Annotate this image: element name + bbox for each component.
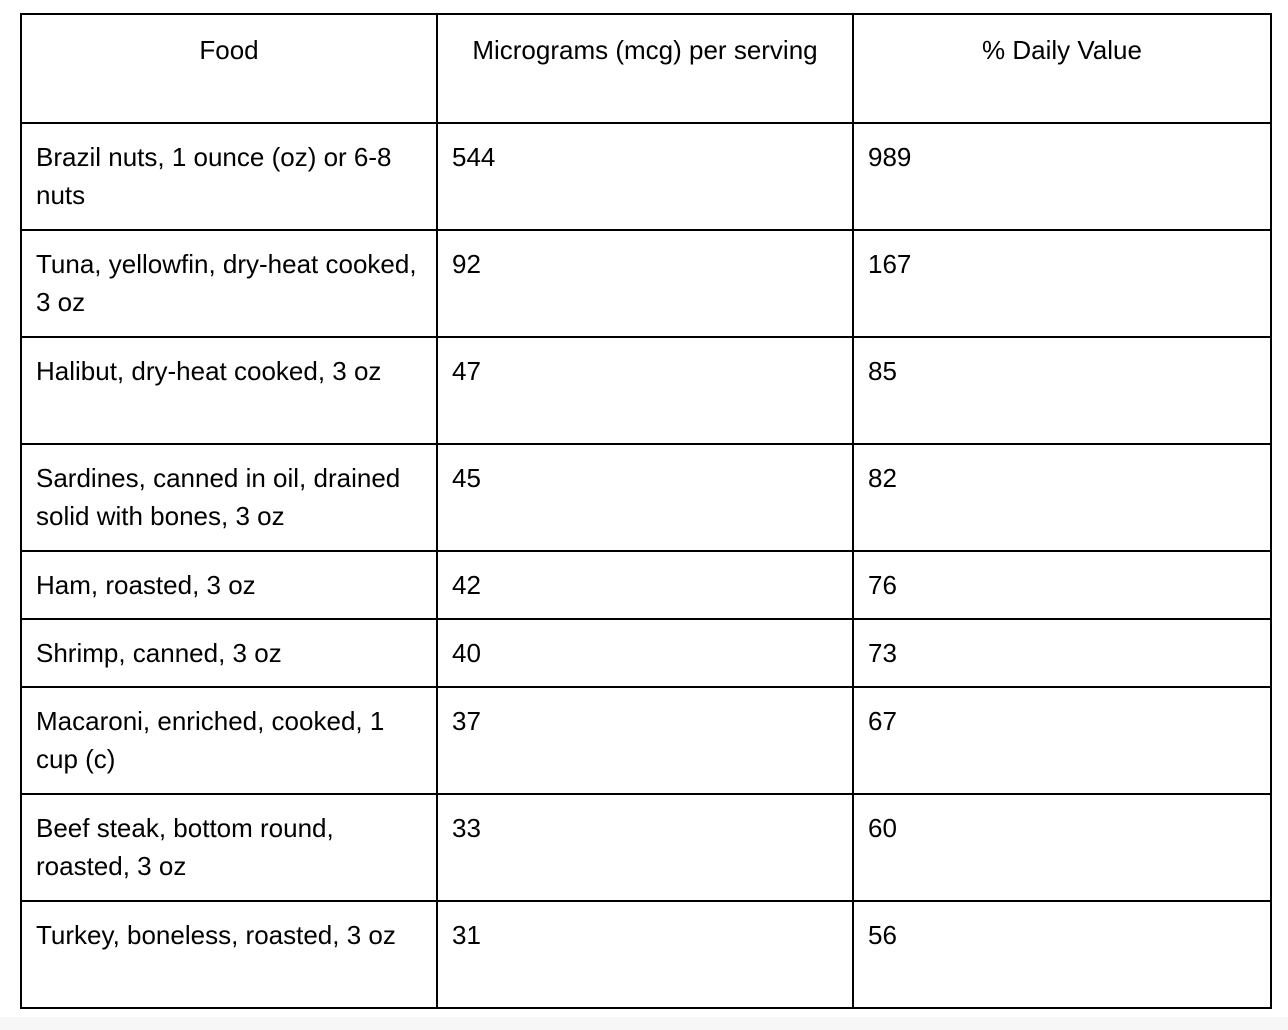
cell-food: Sardines, canned in oil, drained solid w…	[20, 443, 438, 552]
cell-daily-value: 67	[852, 686, 1272, 795]
cell-daily-value: 73	[852, 618, 1272, 688]
cell-mcg: 31	[436, 900, 854, 1009]
cell-daily-value: 85	[852, 336, 1272, 445]
cell-mcg: 40	[436, 618, 854, 688]
selenium-food-table: Food Micrograms (mcg) per serving % Dail…	[20, 13, 1272, 1009]
cell-mcg: 45	[436, 443, 854, 552]
table-row: Macaroni, enriched, cooked, 1 cup (c) 37…	[20, 686, 1272, 795]
cell-mcg: 544	[436, 122, 854, 231]
cell-mcg: 33	[436, 793, 854, 902]
table-row: Brazil nuts, 1 ounce (oz) or 6-8 nuts 54…	[20, 122, 1272, 231]
table-row: Tuna, yellowfin, dry-heat cooked, 3 oz 9…	[20, 229, 1272, 338]
cell-food: Beef steak, bottom round, roasted, 3 oz	[20, 793, 438, 902]
cell-mcg: 47	[436, 336, 854, 445]
cell-daily-value: 56	[852, 900, 1272, 1009]
table-row: Shrimp, canned, 3 oz 40 73	[20, 618, 1272, 688]
table-header-row: Food Micrograms (mcg) per serving % Dail…	[20, 13, 1272, 124]
cell-food: Ham, roasted, 3 oz	[20, 550, 438, 620]
cell-food: Macaroni, enriched, cooked, 1 cup (c)	[20, 686, 438, 795]
cell-mcg: 42	[436, 550, 854, 620]
cell-daily-value: 60	[852, 793, 1272, 902]
cell-food: Brazil nuts, 1 ounce (oz) or 6-8 nuts	[20, 122, 438, 231]
cell-daily-value: 76	[852, 550, 1272, 620]
cell-daily-value: 989	[852, 122, 1272, 231]
cell-food: Tuna, yellowfin, dry-heat cooked, 3 oz	[20, 229, 438, 338]
cell-daily-value: 167	[852, 229, 1272, 338]
table-row: Beef steak, bottom round, roasted, 3 oz …	[20, 793, 1272, 902]
cell-food: Turkey, boneless, roasted, 3 oz	[20, 900, 438, 1009]
page-bottom-band	[0, 1017, 1288, 1030]
table-row: Ham, roasted, 3 oz 42 76	[20, 550, 1272, 620]
header-food: Food	[20, 13, 438, 124]
cell-mcg: 37	[436, 686, 854, 795]
header-mcg: Micrograms (mcg) per serving	[436, 13, 854, 124]
table-row: Sardines, canned in oil, drained solid w…	[20, 443, 1272, 552]
cell-mcg: 92	[436, 229, 854, 338]
table-row: Turkey, boneless, roasted, 3 oz 31 56	[20, 900, 1272, 1009]
cell-food: Halibut, dry-heat cooked, 3 oz	[20, 336, 438, 445]
table-row: Halibut, dry-heat cooked, 3 oz 47 85	[20, 336, 1272, 445]
cell-daily-value: 82	[852, 443, 1272, 552]
header-daily-value: % Daily Value	[852, 13, 1272, 124]
cell-food: Shrimp, canned, 3 oz	[20, 618, 438, 688]
